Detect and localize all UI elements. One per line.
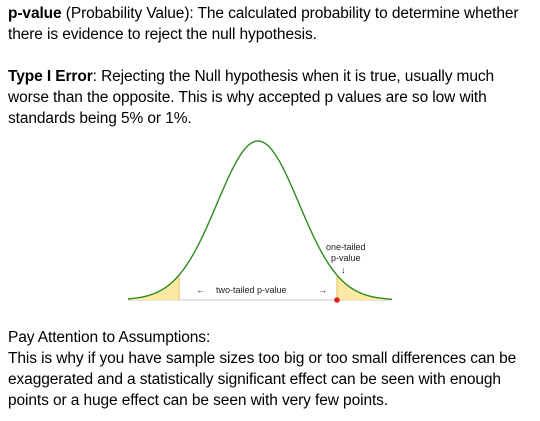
- two-tailed-pvalue-label: two-tailed p-value: [216, 285, 287, 295]
- left-arrow: ←: [196, 285, 205, 295]
- type1-error-term: Type I Error: [8, 68, 93, 85]
- right-arrow: →: [318, 285, 327, 295]
- bell-curve: [127, 140, 393, 300]
- pvalue-marker: [334, 297, 340, 303]
- assumptions-heading: Pay Attention to Assumptions:: [8, 329, 211, 346]
- one-tailed-label-line2: p-value: [331, 253, 361, 263]
- down-arrow: ↓: [341, 265, 346, 275]
- right-tail-region: [337, 275, 392, 300]
- pvalue-definition-text: (Probability Value): The calculated prob…: [8, 5, 519, 43]
- type1-error-definition: Type I Error: Rejecting the Null hypothe…: [8, 66, 536, 129]
- assumptions-text: This is why if you have sample sizes too…: [8, 350, 517, 409]
- type1-error-definition-text: : Rejecting the Null hypothesis when it …: [8, 68, 495, 127]
- one-tailed-label-line1: one-tailed: [326, 242, 366, 252]
- assumptions-section: Pay Attention to Assumptions: This is wh…: [8, 327, 536, 411]
- pvalue-definition: p-value (Probability Value): The calcula…: [8, 3, 536, 45]
- left-tail-region: [128, 275, 179, 300]
- pvalue-term: p-value: [8, 5, 62, 22]
